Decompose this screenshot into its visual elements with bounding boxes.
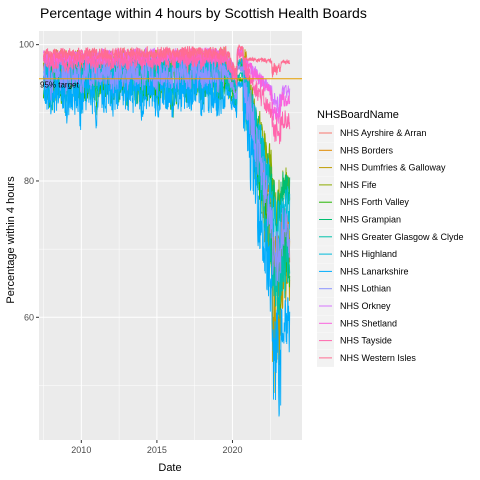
legend-label: NHS Lothian	[340, 284, 391, 294]
legend-label: NHS Orkney	[340, 301, 391, 311]
y-axis-title: Percentage within 4 hours	[5, 176, 17, 304]
x-tick-label: 2020	[222, 445, 242, 455]
series-line	[43, 54, 291, 286]
chart-title: Percentage within 4 hours by Scottish He…	[40, 5, 367, 21]
legend-label: NHS Tayside	[340, 336, 392, 346]
target-label: 95% target	[40, 81, 79, 90]
legend-label: NHS Lanarkshire	[340, 266, 409, 276]
legend-label: NHS Ayrshire & Arran	[340, 128, 426, 138]
legend-label: NHS Highland	[340, 249, 397, 259]
legend-label: NHS Forth Valley	[340, 197, 409, 207]
legend-label: NHS Dumfries & Galloway	[340, 163, 446, 173]
legend-title: NHSBoardName	[317, 109, 399, 121]
x-axis-title: Date	[158, 462, 181, 474]
y-tick-label: 60	[24, 312, 34, 322]
y-axis: 60 80 100	[19, 40, 39, 322]
legend-label: NHS Borders	[340, 145, 394, 155]
legend-label: NHS Grampian	[340, 215, 401, 225]
legend: NHS Ayrshire & Arran NHS Borders NHS Dumfr…	[317, 125, 464, 367]
legend-label: NHS Greater Glasgow & Clyde	[340, 232, 464, 242]
legend-label: NHS Western Isles	[340, 353, 416, 363]
y-tick-label: 80	[24, 176, 34, 186]
legend-label: NHS Fife	[340, 180, 377, 190]
y-tick-label: 100	[19, 40, 34, 50]
x-tick-label: 2015	[147, 445, 167, 455]
series-lines	[43, 44, 291, 417]
x-axis: 2010 2015 2020	[71, 440, 242, 455]
legend-label: NHS Shetland	[340, 318, 397, 328]
x-tick-label: 2010	[71, 445, 91, 455]
series-line	[43, 44, 291, 78]
